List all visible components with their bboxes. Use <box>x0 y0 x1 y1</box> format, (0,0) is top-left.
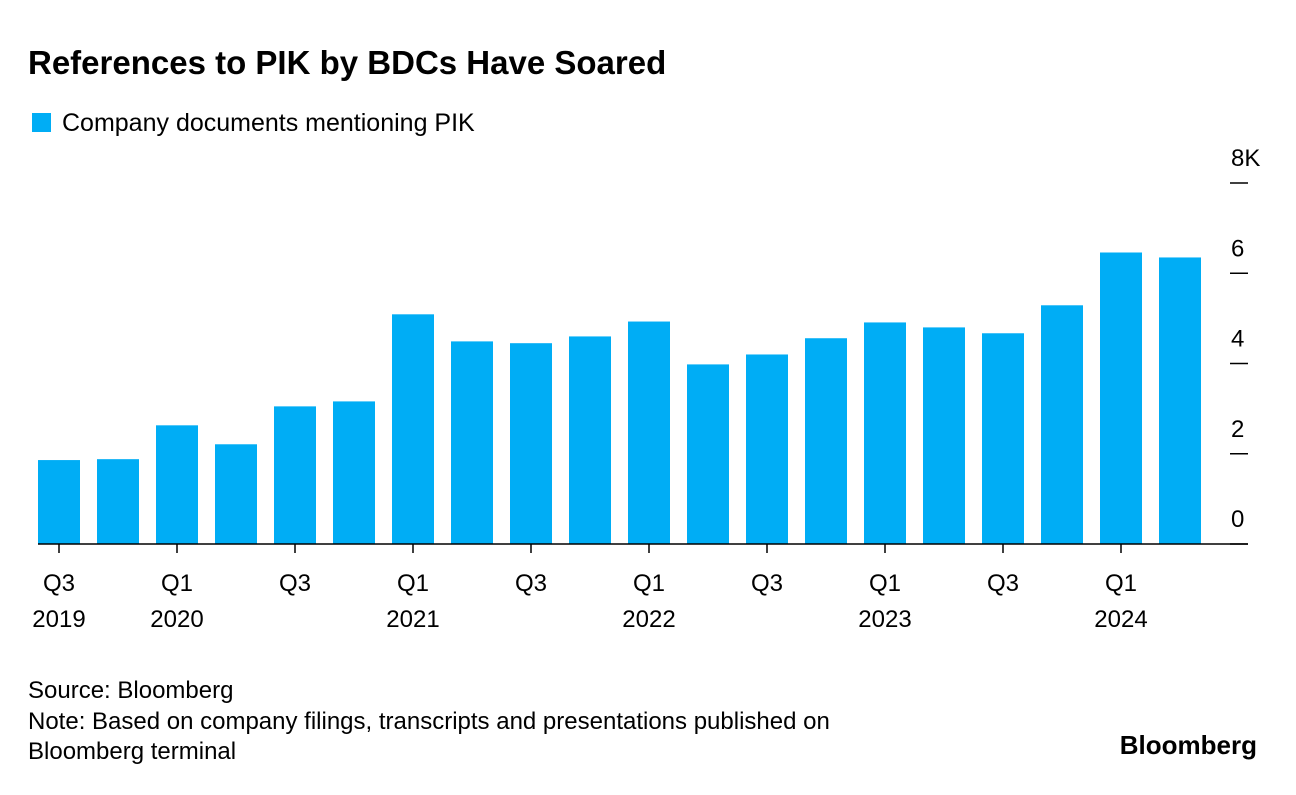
bar <box>746 354 788 544</box>
x-group-label: 2021 <box>386 606 439 633</box>
bar <box>274 406 316 544</box>
bar <box>1159 257 1201 544</box>
brand: Bloomberg <box>1120 730 1257 760</box>
bar <box>1100 252 1142 544</box>
chart-title: References to PIK by BDCs Have Soared <box>28 44 666 81</box>
note: Note: Based on company filings, transcri… <box>28 708 830 735</box>
bar <box>97 459 139 544</box>
source: Source: Bloomberg <box>28 677 233 704</box>
bar <box>333 401 375 544</box>
y-tick-label: 2 <box>1231 416 1244 443</box>
x-tick-label: Q1 <box>161 570 193 597</box>
bar <box>215 444 257 544</box>
legend-swatch <box>32 113 51 132</box>
x-tick-label: Q1 <box>869 570 901 597</box>
y-tick-label: 8K <box>1231 145 1260 172</box>
bar <box>569 336 611 544</box>
x-group-label: 2020 <box>150 606 203 633</box>
bar <box>982 333 1024 544</box>
note: Bloomberg terminal <box>28 738 236 765</box>
bar <box>628 321 670 544</box>
bar <box>510 343 552 544</box>
bar <box>392 314 434 544</box>
bar <box>1041 305 1083 544</box>
x-tick-label: Q1 <box>397 570 429 597</box>
x-group-label: 2024 <box>1094 606 1147 633</box>
x-group-label: 2023 <box>858 606 911 633</box>
x-group-label: 2019 <box>32 606 85 633</box>
bar <box>864 322 906 544</box>
bar <box>156 425 198 544</box>
bar <box>687 364 729 544</box>
bar <box>923 327 965 544</box>
y-tick-label: 4 <box>1231 326 1244 353</box>
y-tick-label: 6 <box>1231 235 1244 262</box>
x-tick-label: Q3 <box>43 570 75 597</box>
x-tick-label: Q3 <box>987 570 1019 597</box>
x-tick-label: Q1 <box>633 570 665 597</box>
x-tick-label: Q3 <box>751 570 783 597</box>
bar <box>805 338 847 544</box>
bar <box>451 341 493 544</box>
x-tick-label: Q1 <box>1105 570 1137 597</box>
legend-label: Company documents mentioning PIK <box>62 109 475 137</box>
x-tick-label: Q3 <box>279 570 311 597</box>
x-tick-label: Q3 <box>515 570 547 597</box>
bar <box>38 460 80 544</box>
x-group-label: 2022 <box>622 606 675 633</box>
y-tick-label: 0 <box>1231 506 1244 533</box>
